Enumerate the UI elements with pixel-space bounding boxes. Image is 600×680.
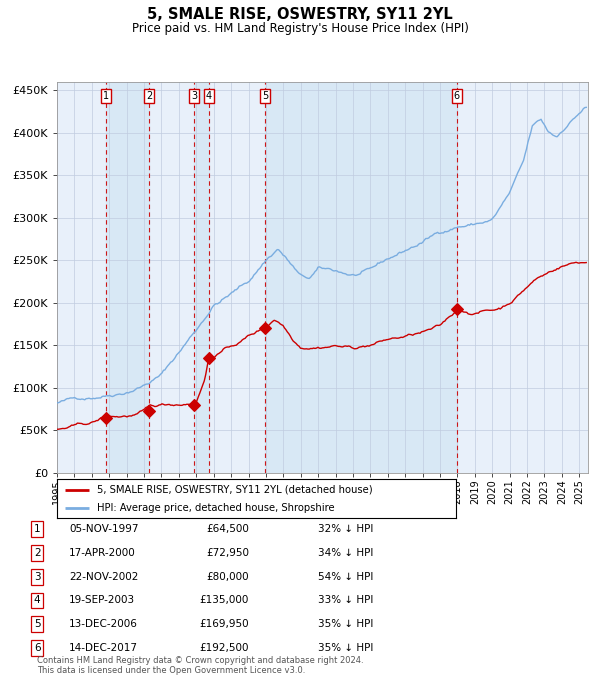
Point: [190, 399, 199, 410]
Text: £169,950: £169,950: [199, 619, 249, 629]
Text: 5: 5: [262, 91, 268, 101]
Point: [260, 323, 270, 334]
Text: 4: 4: [206, 91, 212, 101]
Point: [144, 405, 154, 416]
Text: 19-SEP-2003: 19-SEP-2003: [69, 596, 135, 605]
Text: 1: 1: [34, 524, 41, 534]
Bar: [265, 82, 457, 473]
Text: 22-NOV-2002: 22-NOV-2002: [69, 572, 139, 581]
Text: 14-DEC-2017: 14-DEC-2017: [69, 643, 138, 653]
Text: 35% ↓ HPI: 35% ↓ HPI: [318, 619, 373, 629]
Text: £192,500: £192,500: [199, 643, 249, 653]
Text: £135,000: £135,000: [200, 596, 249, 605]
Text: 1: 1: [103, 91, 110, 101]
Text: 5, SMALE RISE, OSWESTRY, SY11 2YL: 5, SMALE RISE, OSWESTRY, SY11 2YL: [147, 7, 453, 22]
Text: 34% ↓ HPI: 34% ↓ HPI: [318, 548, 373, 558]
Text: 3: 3: [191, 91, 197, 101]
Text: 6: 6: [454, 91, 460, 101]
Text: Contains HM Land Registry data © Crown copyright and database right 2024.: Contains HM Land Registry data © Crown c…: [37, 656, 364, 665]
Point: [204, 352, 214, 363]
Point: [452, 303, 461, 314]
Text: £72,950: £72,950: [206, 548, 249, 558]
Text: 17-APR-2000: 17-APR-2000: [69, 548, 136, 558]
Text: 2: 2: [34, 548, 41, 558]
Text: 54% ↓ HPI: 54% ↓ HPI: [318, 572, 373, 581]
Text: 4: 4: [34, 596, 41, 605]
Text: 3: 3: [34, 572, 41, 581]
Text: 5, SMALE RISE, OSWESTRY, SY11 2YL (detached house): 5, SMALE RISE, OSWESTRY, SY11 2YL (detac…: [97, 485, 373, 495]
Text: 2: 2: [146, 91, 152, 101]
Text: Price paid vs. HM Land Registry's House Price Index (HPI): Price paid vs. HM Land Registry's House …: [131, 22, 469, 35]
Text: 13-DEC-2006: 13-DEC-2006: [69, 619, 138, 629]
Text: 35% ↓ HPI: 35% ↓ HPI: [318, 643, 373, 653]
Bar: [194, 82, 209, 473]
Text: 32% ↓ HPI: 32% ↓ HPI: [318, 524, 373, 534]
Text: £64,500: £64,500: [206, 524, 249, 534]
Text: This data is licensed under the Open Government Licence v3.0.: This data is licensed under the Open Gov…: [37, 666, 305, 675]
Point: [101, 412, 111, 423]
Text: 05-NOV-1997: 05-NOV-1997: [69, 524, 139, 534]
Text: 6: 6: [34, 643, 41, 653]
Text: 33% ↓ HPI: 33% ↓ HPI: [318, 596, 373, 605]
Text: 5: 5: [34, 619, 41, 629]
Bar: [106, 82, 149, 473]
Text: HPI: Average price, detached house, Shropshire: HPI: Average price, detached house, Shro…: [97, 503, 335, 513]
Text: £80,000: £80,000: [206, 572, 249, 581]
